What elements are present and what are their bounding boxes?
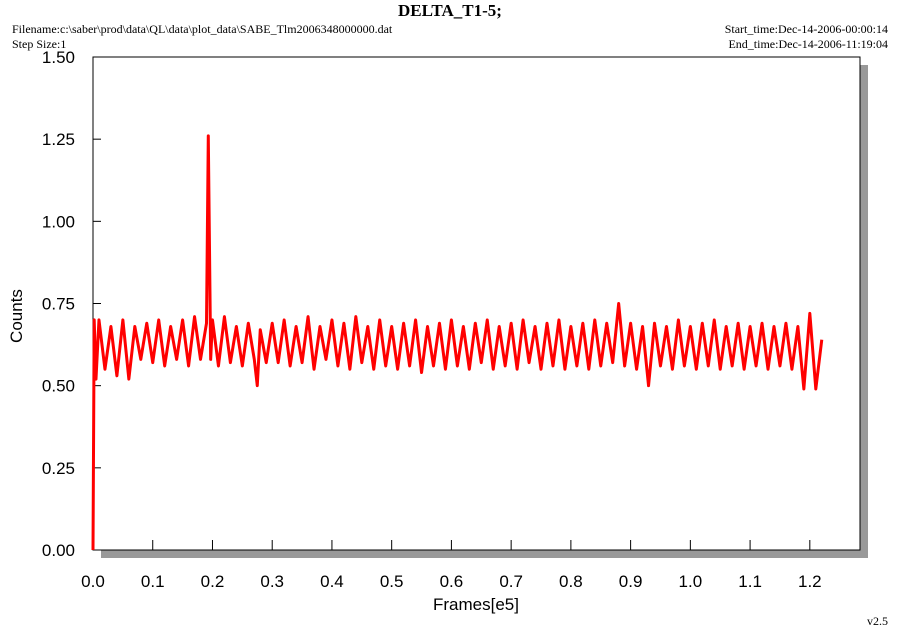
x-tick-label: 0.0 [81,572,105,591]
data-line [91,134,824,551]
x-tick-label: 0.4 [320,572,344,591]
version: v2.5 [867,614,888,628]
y-axis-label: Counts [7,289,26,343]
x-tick-label: 0.3 [260,572,284,591]
x-axis-label: Frames[e5] [433,595,519,614]
x-tick-label: 1.0 [679,572,703,591]
x-tick-label: 0.1 [141,572,165,591]
x-tick-label: 0.8 [559,572,583,591]
chart-title: DELTA_T1-5; [398,1,502,20]
start-time: Start_time:Dec-14-2006-00:00:14 [725,22,888,36]
x-tick-label: 0.7 [499,572,523,591]
y-tick-label: 0.75 [42,295,75,314]
x-tick-label: 0.5 [380,572,404,591]
end-time: End_time:Dec-14-2006-11:19:04 [728,37,888,51]
plot-area [92,56,861,551]
y-tick-label: 1.25 [42,130,75,149]
step-size: Step Size:1 [12,37,66,51]
y-tick-label: 0.50 [42,377,75,396]
y-tick-label: 0.00 [42,541,75,560]
y-tick-label: 0.25 [42,459,75,478]
x-tick-label: 1.1 [738,572,762,591]
y-tick-label: 1.50 [42,48,75,67]
filename: Filename:c:\saber\prod\data\QL\data\plot… [12,22,393,36]
x-tick-label: 0.2 [201,572,225,591]
x-tick-label: 0.9 [619,572,643,591]
y-tick-label: 1.00 [42,212,75,231]
x-tick-label: 1.2 [798,572,822,591]
x-tick-label: 0.6 [440,572,464,591]
